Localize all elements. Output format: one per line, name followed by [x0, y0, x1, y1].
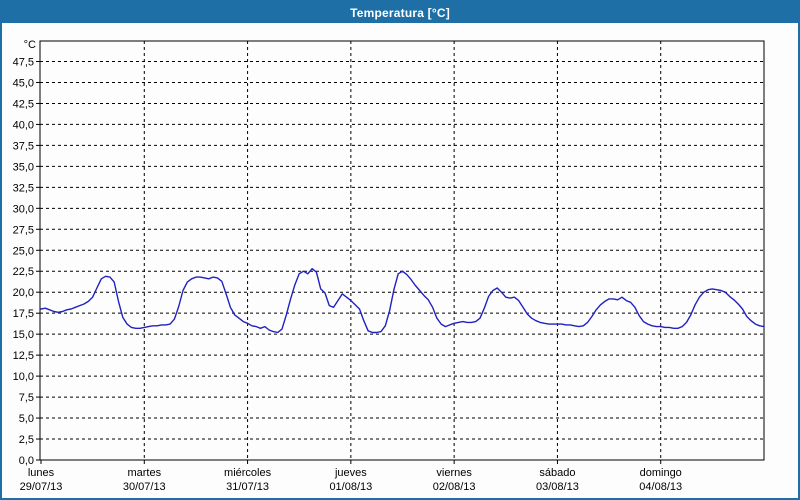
chart-area: 0,0 2,5 5,0 7,5 10,0 12,5 15,0 17,5 20,0 22,5 25,0… [2, 23, 798, 498]
day-name-label: sábado [539, 467, 575, 479]
day-date-label: 03/08/13 [536, 481, 579, 493]
y-tick-label: 17,5 [13, 308, 34, 320]
y-tick-label: 35,0 [13, 161, 34, 173]
y-tick-label: 0,0 [19, 455, 34, 467]
day-date-label: 30/07/13 [123, 481, 166, 493]
day-date-label: 31/07/13 [226, 481, 269, 493]
day-date-label: 04/08/13 [639, 481, 682, 493]
y-tick-label: 27,5 [13, 224, 34, 236]
temperature-chart: 0,0 2,5 5,0 7,5 10,0 12,5 15,0 17,5 20,0 22,5 25,0… [13, 39, 765, 493]
y-tick-label: 32,5 [13, 182, 34, 194]
y-tick-label: 25,0 [13, 245, 34, 257]
y-tick-label: 42,5 [13, 98, 34, 110]
day-date-label: 29/07/13 [20, 481, 63, 493]
day-name-label: domingo [640, 467, 682, 479]
y-tick-label: 20,0 [13, 287, 34, 299]
y-tick-label: 22,5 [13, 266, 34, 278]
day-name-label: viernes [436, 467, 472, 479]
y-tick-label: 40,0 [13, 119, 34, 131]
y-axis-unit-label: °C [24, 39, 36, 51]
y-tick-label: 5,0 [19, 413, 34, 425]
day-name-label: jueves [334, 467, 367, 479]
y-tick-label: 47,5 [13, 57, 34, 69]
y-tick-label: 30,0 [13, 203, 34, 215]
title-bar[interactable]: Temperatura [°C] [2, 2, 798, 23]
day-name-label: miércoles [224, 467, 272, 479]
day-date-label: 02/08/13 [433, 481, 476, 493]
y-tick-label: 37,5 [13, 140, 34, 152]
y-tick-label: 15,0 [13, 329, 34, 341]
y-tick-label: 2,5 [19, 434, 34, 446]
day-date-label: 01/08/13 [329, 481, 372, 493]
y-tick-label: 12,5 [13, 350, 34, 362]
y-tick-label: 10,0 [13, 371, 34, 383]
day-name-label: martes [127, 467, 161, 479]
window-title: Temperatura [°C] [350, 5, 450, 20]
day-name-label: lunes [28, 467, 55, 479]
y-tick-label: 45,0 [13, 77, 34, 89]
y-tick-label: 7,5 [19, 392, 34, 404]
temperature-curve [40, 267, 765, 334]
